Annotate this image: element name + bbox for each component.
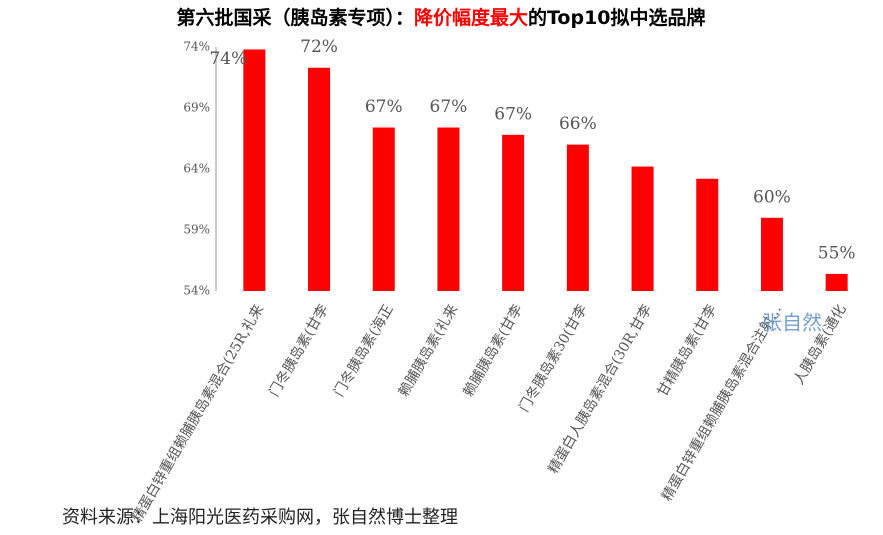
- data-label: 67%: [365, 97, 403, 117]
- source-note: 资料来源：上海阳光医药采购网，张自然博士整理: [62, 507, 458, 528]
- chart-title: 第六批国采（胰岛素专项）：降价幅度最大的Top10拟中选品牌: [176, 6, 705, 29]
- data-label: 60%: [753, 187, 791, 207]
- watermark: 张自然: [762, 311, 822, 335]
- x-tick-label: 精蛋白锌重组赖脯胰岛素混合(25R,礼来: [129, 302, 267, 525]
- y-tick-label: 59%: [183, 223, 210, 237]
- x-tick-label: 赖脯胰岛素(甘李: [460, 302, 526, 400]
- x-tick-label: 甘精胰岛素(甘李: [655, 302, 721, 400]
- bar: [696, 178, 719, 291]
- title-part: 的Top10拟中选品牌: [528, 6, 706, 29]
- y-tick-label: 69%: [183, 101, 210, 115]
- x-tick-label: 赖脯胰岛素(礼来: [396, 302, 462, 400]
- data-label: 67%: [494, 104, 532, 124]
- bar: [243, 49, 266, 291]
- y-tick-label: 54%: [183, 284, 210, 298]
- title-part: 第六批国采（胰岛素专项）：: [176, 6, 414, 29]
- data-label: 72%: [300, 37, 338, 57]
- bar: [372, 127, 395, 292]
- bar: [437, 127, 460, 292]
- y-tick-label: 64%: [183, 162, 210, 176]
- x-tick-label: 门冬胰岛素(海正: [331, 302, 397, 400]
- bar: [566, 144, 589, 291]
- data-label: 74%: [209, 49, 247, 69]
- data-label: 55%: [818, 243, 856, 263]
- bar: [502, 134, 525, 291]
- data-label: 66%: [559, 114, 597, 134]
- data-label: 67%: [430, 97, 468, 117]
- title-highlight: 降价幅度最大: [414, 6, 528, 29]
- bar: [760, 217, 783, 291]
- bar: [308, 67, 331, 292]
- x-tick-label: 门冬胰岛素30(甘李: [516, 302, 590, 415]
- bar: [825, 273, 848, 291]
- y-tick-label: 74%: [183, 40, 210, 54]
- bar: [631, 166, 654, 291]
- x-tick-label: 门冬胰岛素(甘李: [266, 302, 332, 400]
